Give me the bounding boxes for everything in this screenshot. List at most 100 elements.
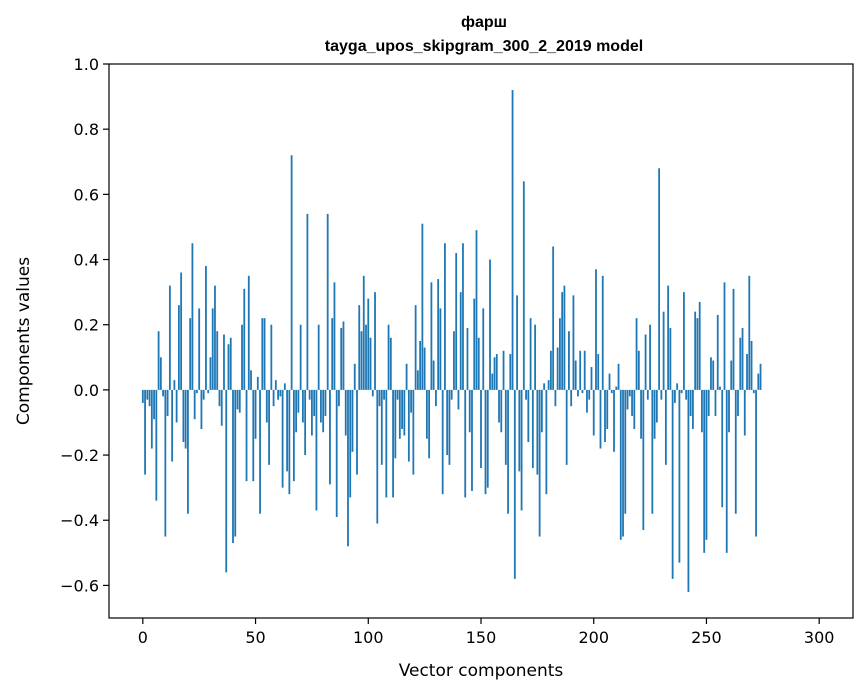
y-tick-label: 0.6: [74, 185, 99, 204]
bar-143: [464, 389, 467, 498]
bar-113: [396, 389, 399, 400]
y-tick-label: 0.8: [74, 120, 99, 139]
bar-256: [719, 386, 721, 390]
bar-42: [236, 389, 239, 410]
bar-182: [552, 246, 555, 390]
bar-24: [196, 389, 198, 394]
bar-134: [444, 243, 446, 390]
bar-46: [245, 389, 248, 482]
bar-112: [394, 389, 397, 459]
bar-133: [441, 389, 444, 495]
bar-212: [619, 389, 622, 540]
chart-title: фарш: [461, 14, 507, 31]
bar-149: [477, 337, 480, 390]
bar-114: [398, 389, 401, 439]
bar-264: [737, 389, 739, 416]
bar-154: [489, 259, 491, 390]
bar-199: [590, 367, 593, 390]
bar-3: [148, 389, 151, 407]
bar-45: [243, 288, 246, 390]
bar-180: [547, 380, 550, 390]
bar-183: [554, 389, 557, 407]
y-tick-label: −0.2: [60, 446, 99, 465]
bar-249: [703, 389, 706, 553]
bar-102: [371, 389, 374, 397]
bars-group: [141, 90, 762, 592]
bar-0: [141, 389, 144, 403]
bar-200: [592, 389, 595, 436]
bar-71: [301, 389, 304, 423]
bar-76: [313, 389, 316, 416]
bar-274: [759, 363, 762, 390]
bar-261: [730, 360, 733, 390]
bar-84: [331, 318, 334, 390]
bar-148: [475, 230, 478, 390]
bar-38: [227, 344, 230, 390]
bar-95: [356, 389, 358, 475]
bar-255: [716, 314, 719, 390]
bar-156: [493, 357, 496, 390]
y-axis-ticks: −0.6 −0.4 −0.2 0.0 0.2 0.4 0.6 0.8 1.0: [60, 55, 109, 595]
bar-14: [173, 380, 176, 390]
bar-111: [392, 389, 394, 498]
x-tick-label: 300: [804, 628, 835, 647]
bar-78: [317, 324, 320, 390]
bar-158: [498, 389, 500, 423]
bar-191: [572, 295, 575, 390]
bar-49: [252, 389, 255, 482]
bar-1: [144, 389, 146, 475]
bar-21: [189, 318, 192, 390]
bar-51: [256, 376, 259, 390]
bar-129: [432, 360, 435, 390]
bar-204: [601, 275, 604, 390]
bar-27: [202, 389, 205, 400]
bar-259: [725, 389, 728, 553]
bar-260: [728, 389, 730, 433]
bar-65: [288, 389, 291, 495]
bar-251: [707, 389, 710, 416]
bar-97: [360, 331, 363, 390]
bar-153: [486, 389, 489, 488]
bar-272: [755, 389, 757, 537]
bar-270: [750, 341, 753, 390]
bar-6: [155, 389, 158, 501]
bar-185: [559, 318, 561, 390]
bar-92: [349, 389, 352, 498]
bar-168: [520, 389, 523, 511]
bar-178: [543, 383, 546, 390]
bar-235: [671, 389, 674, 579]
bar-70: [299, 324, 302, 390]
bar-224: [646, 389, 649, 400]
bar-238: [678, 389, 681, 563]
bar-25: [198, 308, 201, 390]
bar-64: [286, 389, 289, 472]
bar-83: [329, 389, 331, 485]
bar-211: [617, 363, 620, 390]
bar-30: [209, 357, 212, 390]
bar-22: [191, 243, 194, 390]
bar-232: [664, 389, 667, 465]
bar-269: [748, 275, 751, 390]
bar-77: [315, 389, 318, 511]
bar-137: [450, 389, 453, 400]
y-tick-label: 0.2: [74, 316, 99, 335]
y-tick-label: −0.4: [60, 511, 99, 530]
bar-39: [229, 337, 232, 390]
bar-265: [739, 337, 742, 390]
bar-217: [631, 389, 633, 416]
bar-194: [579, 350, 582, 390]
bar-116: [403, 389, 406, 436]
bar-254: [714, 389, 717, 416]
bar-173: [531, 389, 534, 469]
bar-195: [581, 389, 584, 394]
bar-119: [410, 389, 413, 413]
bar-257: [721, 389, 724, 508]
bar-162: [507, 389, 509, 514]
bar-86: [335, 389, 338, 517]
bar-216: [628, 389, 631, 397]
bar-7: [157, 331, 160, 390]
bar-33: [216, 331, 219, 390]
bar-228: [655, 389, 658, 423]
bar-193: [577, 389, 579, 397]
bar-209: [613, 389, 615, 452]
